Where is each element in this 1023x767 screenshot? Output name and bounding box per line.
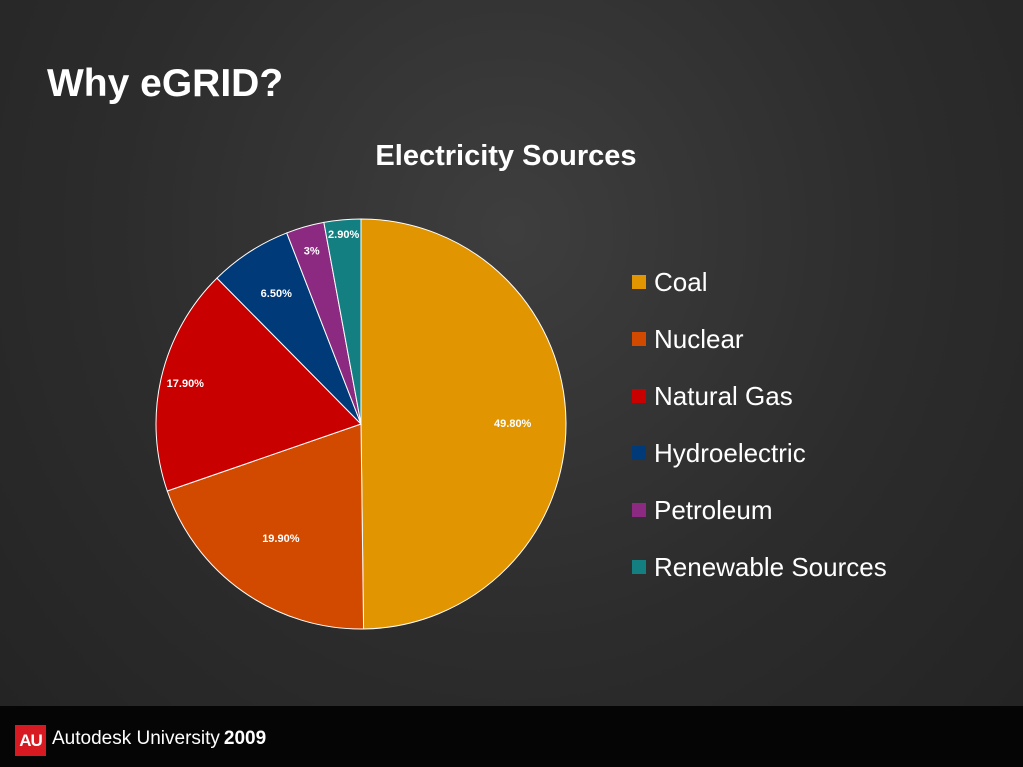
legend-item: Renewable Sources — [632, 538, 887, 595]
legend-label: Coal — [654, 266, 708, 297]
data-label-renewable-sources: 2.90% — [328, 229, 359, 241]
footer-brand-name: Autodesk University — [52, 728, 220, 749]
slide-title: Why eGRID? — [47, 62, 284, 105]
legend-swatch — [632, 331, 646, 346]
pie-slice-nuclear — [166, 423, 365, 630]
legend-label: Hydroelectric — [654, 437, 806, 468]
legend-item: Nuclear — [632, 310, 887, 367]
legend-item: Petroleum — [632, 481, 887, 538]
data-label-hydroelectric: 6.50% — [261, 288, 292, 300]
au-logo: AU — [15, 725, 46, 756]
data-label-coal: 49.80% — [494, 418, 532, 430]
legend-label: Petroleum — [654, 494, 773, 525]
data-label-natural-gas: 17.90% — [167, 378, 205, 390]
footer-year: 2009 — [223, 728, 267, 749]
legend-label: Renewable Sources — [654, 551, 887, 582]
legend-item: Hydroelectric — [632, 424, 887, 481]
data-label-petroleum: 3% — [304, 245, 320, 257]
legend-swatch — [632, 274, 646, 289]
pie-slice-coal — [360, 218, 567, 630]
legend-swatch — [632, 445, 646, 460]
pie-slice-natural-gas — [155, 277, 362, 492]
legend-swatch — [632, 559, 646, 574]
legend-swatch — [632, 388, 646, 403]
legend-item: Natural Gas — [632, 367, 887, 424]
legend-label: Natural Gas — [654, 380, 793, 411]
pie-chart: 49.80% 19.90% 17.90% 6.50% 3% 2.90% — [155, 218, 567, 630]
pie-slice-renewable-sources — [323, 218, 362, 425]
legend-label: Nuclear — [654, 323, 744, 354]
legend-swatch — [632, 502, 646, 517]
footer-brand: Autodesk University 2009 — [52, 728, 266, 750]
footer-bar: AU Autodesk University 2009 — [0, 706, 1023, 767]
data-label-nuclear: 19.90% — [262, 533, 300, 545]
chart-legend: Coal Nuclear Natural Gas Hydroelectric Petro… — [632, 253, 887, 595]
legend-item: Coal — [632, 253, 887, 310]
chart-title: Electricity Sources — [375, 140, 637, 172]
